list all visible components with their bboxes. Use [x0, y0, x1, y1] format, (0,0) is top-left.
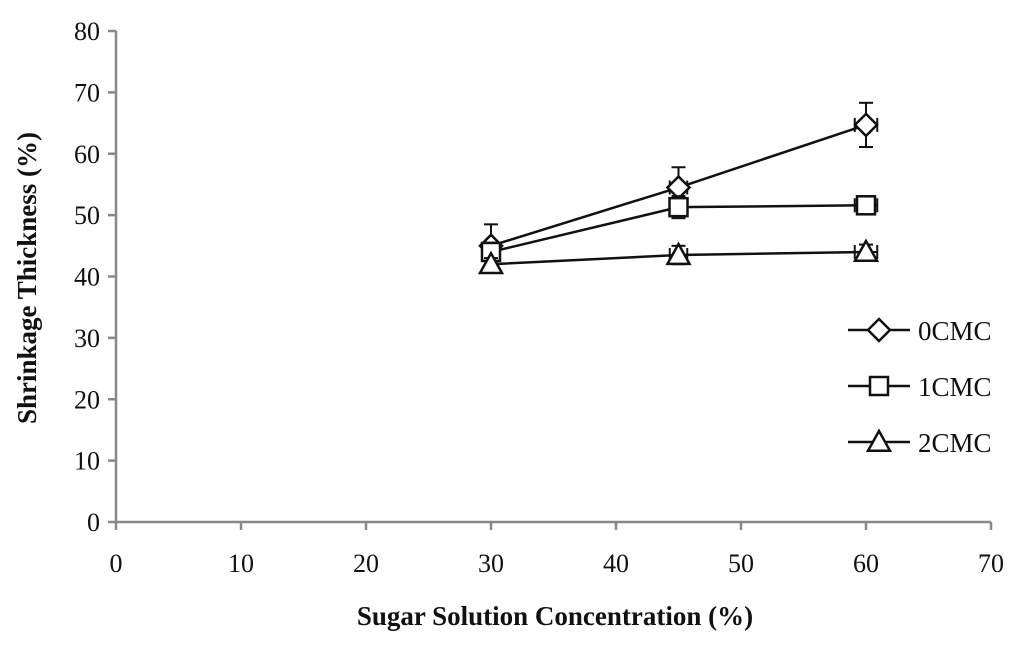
- marker-square: [855, 195, 877, 216]
- y-tick-label: 10: [74, 447, 100, 476]
- legend: 0CMC 1CMC 2CMC: [848, 316, 992, 458]
- x-tick-label: 60: [853, 549, 879, 578]
- y-tick-label: 40: [74, 263, 100, 292]
- legend-label: 2CMC: [918, 428, 992, 458]
- marker-triangle: [477, 250, 505, 275]
- x-axis-title: Sugar Solution Concentration (%): [357, 601, 753, 631]
- y-axis-title: Shrinkage Thickness (%): [12, 132, 42, 424]
- y-tick-label: 50: [74, 201, 100, 230]
- legend-label: 0CMC: [918, 316, 992, 346]
- x-tick-label: 50: [728, 549, 754, 578]
- series-2CMC: [477, 238, 880, 275]
- y-tick-label: 70: [74, 78, 100, 107]
- x-tick-label: 70: [978, 549, 1004, 578]
- legend-label: 1CMC: [918, 372, 992, 402]
- marker-square: [668, 196, 689, 218]
- axes: 0 10 20 30 40 50 60 70 80 0 10 20 30 40 50 60 70: [74, 17, 1004, 578]
- legend-item-1CMC: 1CMC: [848, 372, 992, 402]
- marker-diamond: [866, 317, 892, 343]
- x-tick-label: 0: [110, 549, 123, 578]
- x-tick-label: 20: [353, 549, 379, 578]
- legend-item-2CMC: 2CMC: [848, 428, 992, 458]
- marker-diamond: [853, 112, 879, 138]
- marker-triangle: [865, 428, 893, 453]
- x-tick-label: 30: [478, 549, 504, 578]
- marker-square: [868, 375, 890, 397]
- y-tick-label: 20: [74, 385, 100, 414]
- marker-triangle: [852, 238, 880, 262]
- y-tick-label: 80: [74, 17, 100, 46]
- marker-triangle: [665, 241, 692, 266]
- legend-item-0CMC: 0CMC: [848, 316, 992, 346]
- x-tick-label: 10: [228, 549, 254, 578]
- x-tick-label: 40: [603, 549, 629, 578]
- y-tick-label: 30: [74, 324, 100, 353]
- y-tick-label: 60: [74, 140, 100, 169]
- series-layer: [477, 101, 880, 275]
- y-tick-label: 0: [87, 508, 100, 537]
